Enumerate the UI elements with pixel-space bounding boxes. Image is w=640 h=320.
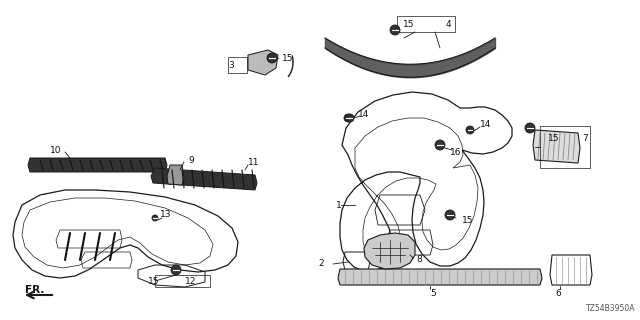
- Text: 15: 15: [282, 53, 294, 62]
- Polygon shape: [338, 269, 542, 285]
- Text: 13: 13: [160, 210, 172, 219]
- Text: 11: 11: [248, 157, 259, 166]
- Text: 9: 9: [188, 156, 194, 164]
- Text: TZ54B3950A: TZ54B3950A: [586, 304, 635, 313]
- Text: 5: 5: [430, 289, 436, 298]
- Circle shape: [152, 215, 158, 221]
- Text: 2: 2: [318, 260, 324, 268]
- Text: 12: 12: [185, 276, 196, 285]
- Polygon shape: [167, 165, 184, 185]
- Circle shape: [525, 123, 535, 133]
- Text: 7: 7: [582, 133, 588, 142]
- Polygon shape: [364, 233, 415, 269]
- Polygon shape: [248, 50, 278, 75]
- Circle shape: [390, 25, 400, 35]
- Circle shape: [435, 140, 445, 150]
- Text: 10: 10: [50, 146, 61, 155]
- Circle shape: [344, 114, 352, 122]
- Text: 8: 8: [416, 255, 422, 265]
- Circle shape: [267, 53, 277, 63]
- Text: 15: 15: [462, 215, 474, 225]
- Text: FR.: FR.: [26, 285, 45, 295]
- Text: 15: 15: [403, 20, 415, 28]
- Text: 15: 15: [548, 133, 559, 142]
- Text: 6: 6: [555, 289, 561, 298]
- Polygon shape: [28, 158, 167, 172]
- Text: 14: 14: [358, 109, 369, 118]
- Circle shape: [171, 265, 181, 275]
- Circle shape: [346, 114, 354, 122]
- Text: 4: 4: [446, 20, 452, 28]
- Text: 1: 1: [336, 201, 342, 210]
- Text: 3: 3: [228, 60, 234, 69]
- Text: 16: 16: [450, 148, 461, 156]
- Text: 14: 14: [480, 119, 492, 129]
- Polygon shape: [533, 130, 580, 163]
- Circle shape: [445, 210, 455, 220]
- Text: 15: 15: [148, 276, 159, 285]
- Circle shape: [466, 126, 474, 134]
- Polygon shape: [151, 168, 257, 190]
